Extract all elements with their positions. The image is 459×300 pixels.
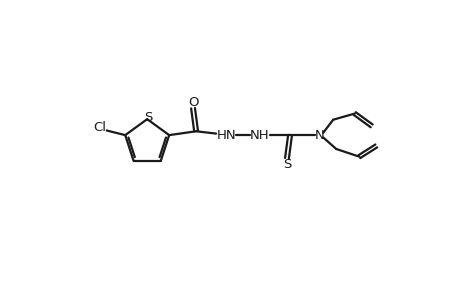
Text: N: N <box>314 129 324 142</box>
Text: S: S <box>282 158 291 171</box>
Text: S: S <box>144 111 152 124</box>
Text: Cl: Cl <box>93 121 106 134</box>
Text: HN: HN <box>216 129 235 142</box>
Text: NH: NH <box>250 129 269 142</box>
Text: O: O <box>187 95 198 109</box>
